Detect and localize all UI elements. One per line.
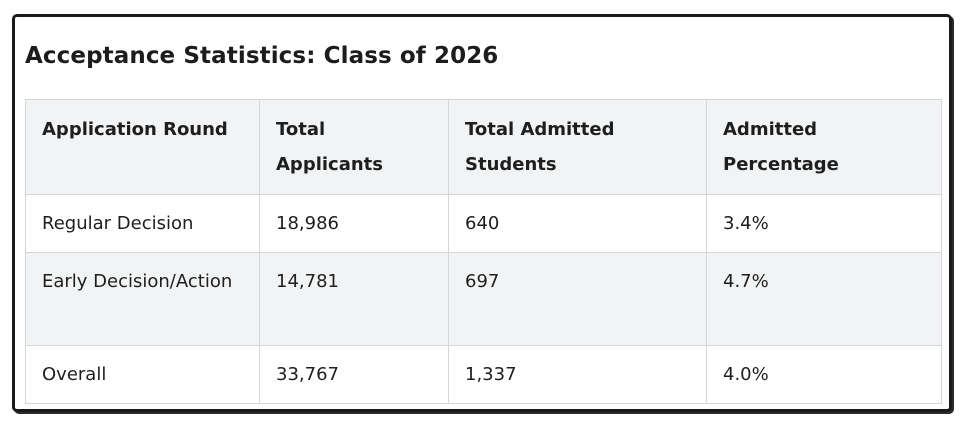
cell-application-round: Regular Decision bbox=[25, 194, 260, 253]
table-body: Regular Decision 18,986 640 3.4% Early D… bbox=[25, 194, 942, 404]
header-application-round: Application Round bbox=[25, 99, 260, 195]
cell-total-admitted: 697 bbox=[448, 252, 707, 346]
page-title: Acceptance Statistics: Class of 2026 bbox=[25, 43, 499, 69]
cell-total-applicants: 14,781 bbox=[259, 252, 449, 346]
acceptance-statistics-table: Application Round Total Applicants Total… bbox=[25, 99, 942, 404]
cell-total-applicants: 33,767 bbox=[259, 345, 449, 404]
header-total-applicants: Total Applicants bbox=[259, 99, 449, 195]
table-row: Overall 33,767 1,337 4.0% bbox=[25, 345, 942, 404]
cell-admitted-percentage: 4.0% bbox=[706, 345, 942, 404]
cell-admitted-percentage: 3.4% bbox=[706, 194, 942, 253]
table-row: Regular Decision 18,986 640 3.4% bbox=[25, 194, 942, 253]
cell-total-admitted: 640 bbox=[448, 194, 707, 253]
table-row: Early Decision/Action 14,781 697 4.7% bbox=[25, 252, 942, 346]
content-card: Acceptance Statistics: Class of 2026 App… bbox=[12, 14, 952, 412]
cell-total-applicants: 18,986 bbox=[259, 194, 449, 253]
cell-total-admitted: 1,337 bbox=[448, 345, 707, 404]
table-header: Application Round Total Applicants Total… bbox=[25, 99, 942, 195]
cell-application-round: Overall bbox=[25, 345, 260, 404]
cell-application-round: Early Decision/Action bbox=[25, 252, 260, 346]
cell-admitted-percentage: 4.7% bbox=[706, 252, 942, 346]
header-total-admitted-students: Total Admitted Students bbox=[448, 99, 707, 195]
header-admitted-percentage: Admitted Percentage bbox=[706, 99, 942, 195]
table-header-row: Application Round Total Applicants Total… bbox=[25, 99, 942, 195]
